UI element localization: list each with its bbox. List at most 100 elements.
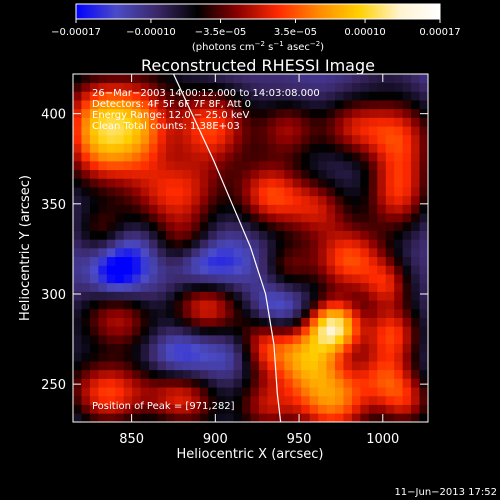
heatmap-cell bbox=[377, 317, 387, 327]
heatmap-cell bbox=[267, 361, 277, 371]
heatmap-cell bbox=[182, 274, 192, 284]
heatmap-cell bbox=[267, 256, 277, 266]
heatmap-cell bbox=[165, 152, 175, 162]
heatmap-cell bbox=[216, 404, 226, 414]
heatmap-cell bbox=[199, 82, 209, 92]
heatmap-cell bbox=[149, 100, 158, 110]
heatmap-cell bbox=[343, 239, 353, 249]
heatmap-cell bbox=[258, 213, 268, 223]
heatmap-cell bbox=[98, 378, 108, 388]
heatmap-cell bbox=[368, 395, 378, 405]
heatmap-cell bbox=[140, 369, 150, 379]
heatmap-cell bbox=[106, 152, 116, 162]
heatmap-cell bbox=[140, 413, 150, 422]
heatmap-cell bbox=[81, 256, 91, 266]
heatmap-cell bbox=[292, 291, 302, 301]
heatmap-cell bbox=[233, 187, 243, 197]
heatmap-cell bbox=[275, 300, 285, 310]
heatmap-cell bbox=[89, 117, 99, 127]
heatmap-cell bbox=[411, 100, 420, 110]
heatmap-cell bbox=[377, 178, 387, 188]
heatmap-cell bbox=[208, 91, 218, 101]
heatmap-cell bbox=[191, 282, 201, 292]
heatmap-cell bbox=[275, 291, 285, 301]
heatmap-cell bbox=[301, 274, 311, 284]
heatmap-cell bbox=[73, 91, 82, 101]
y-axis-tick-label: 350 bbox=[41, 198, 66, 213]
heatmap-cell bbox=[174, 178, 184, 188]
heatmap-cell bbox=[157, 74, 167, 84]
heatmap-cell bbox=[318, 152, 327, 162]
heatmap-cell bbox=[149, 291, 158, 301]
heatmap-cell bbox=[335, 404, 344, 414]
heatmap-cell bbox=[140, 91, 150, 101]
heatmap-cell bbox=[199, 178, 209, 188]
heatmap-cell bbox=[360, 291, 370, 301]
heatmap-cell bbox=[115, 291, 125, 301]
heatmap-cell bbox=[250, 335, 260, 345]
heatmap-cell bbox=[123, 335, 133, 345]
heatmap-cell bbox=[309, 395, 319, 405]
heatmap-cell bbox=[199, 248, 209, 258]
heatmap-cell bbox=[216, 291, 226, 301]
heatmap-cell bbox=[258, 404, 268, 414]
heatmap-cell bbox=[250, 195, 260, 205]
heatmap-cell bbox=[191, 221, 201, 231]
heatmap-cell bbox=[250, 126, 260, 136]
heatmap-cell bbox=[284, 352, 294, 362]
heatmap-cell bbox=[267, 178, 277, 188]
x-axis-tick-label: 850 bbox=[119, 432, 144, 447]
heatmap-cell bbox=[165, 143, 175, 153]
heatmap-cell bbox=[123, 265, 133, 275]
heatmap-cell bbox=[368, 413, 378, 422]
heatmap-cell bbox=[301, 343, 311, 353]
heatmap-cell bbox=[233, 265, 243, 275]
heatmap-cell bbox=[368, 361, 378, 371]
heatmap-cell bbox=[419, 395, 428, 405]
heatmap-cell bbox=[208, 308, 218, 318]
heatmap-cell bbox=[318, 91, 327, 101]
heatmap-cell bbox=[309, 230, 319, 240]
heatmap-cell bbox=[98, 361, 108, 371]
heatmap-cell bbox=[250, 187, 260, 197]
heatmap-cell bbox=[402, 265, 412, 275]
heatmap-cell bbox=[98, 126, 108, 136]
heatmap-cell bbox=[242, 152, 251, 162]
heatmap-cell bbox=[140, 126, 150, 136]
heatmap-cell bbox=[292, 161, 302, 171]
heatmap-cell bbox=[199, 369, 209, 379]
heatmap-cell bbox=[216, 82, 226, 92]
heatmap-cell bbox=[267, 152, 277, 162]
heatmap-cell bbox=[98, 134, 108, 144]
heatmap-cell bbox=[89, 108, 99, 118]
heatmap-cell bbox=[351, 100, 361, 110]
heatmap-cell bbox=[419, 195, 428, 205]
heatmap-cell bbox=[73, 335, 82, 345]
heatmap-cell bbox=[242, 404, 251, 414]
heatmap-cell bbox=[275, 143, 285, 153]
heatmap-cell bbox=[368, 274, 378, 284]
heatmap-cell bbox=[233, 169, 243, 179]
heatmap-cell bbox=[73, 256, 82, 266]
heatmap-cell bbox=[165, 343, 175, 353]
heatmap-cell bbox=[402, 187, 412, 197]
heatmap-cell bbox=[318, 161, 327, 171]
heatmap-cell bbox=[216, 213, 226, 223]
heatmap-cell bbox=[208, 387, 218, 397]
heatmap-cell bbox=[360, 387, 370, 397]
heatmap-cell bbox=[368, 195, 378, 205]
heatmap-cell bbox=[385, 361, 395, 371]
heatmap-cell bbox=[157, 117, 167, 127]
heatmap-cell bbox=[98, 274, 108, 284]
heatmap-cell bbox=[157, 195, 167, 205]
heatmap-cell bbox=[140, 256, 150, 266]
heatmap-cell bbox=[115, 256, 125, 266]
heatmap-cell bbox=[385, 108, 395, 118]
heatmap-cell bbox=[149, 308, 158, 318]
heatmap-cell bbox=[343, 265, 353, 275]
heatmap-cell bbox=[242, 274, 251, 284]
heatmap-cell bbox=[89, 134, 99, 144]
heatmap-cell bbox=[123, 204, 133, 214]
heatmap-cell bbox=[301, 291, 311, 301]
heatmap-cell bbox=[132, 413, 141, 422]
